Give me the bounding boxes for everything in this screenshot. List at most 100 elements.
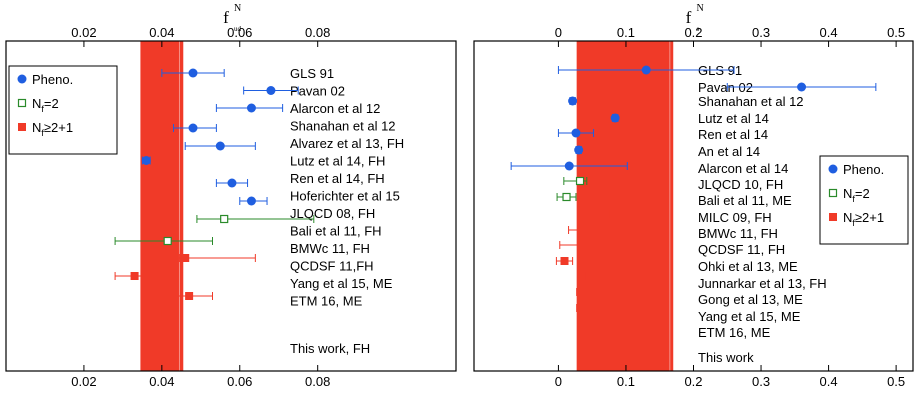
- entry-label: Bali et al 11, ME: [698, 193, 792, 208]
- plot-frame: [473, 40, 914, 372]
- tick-label-bottom: 0.04: [149, 374, 174, 389]
- entry-label: MILC 09, FH: [698, 210, 772, 225]
- legend-label-base: Pheno.: [32, 72, 73, 87]
- tick-label-bottom: 0.06: [227, 374, 252, 389]
- entry-label: GLS 91: [290, 66, 334, 81]
- data-point-pheno: [246, 196, 256, 206]
- data-point-pheno: [141, 156, 151, 165]
- legend-label-tail: =2: [855, 186, 870, 201]
- entry-label: QCDSF 11,FH: [290, 259, 374, 274]
- entry-label: Ren et al 14, FH: [290, 171, 385, 186]
- entry-label: Shanahan et al 12: [290, 119, 396, 134]
- legend-label: Nf≥2+1: [32, 120, 73, 138]
- entry-label: This work: [698, 350, 754, 365]
- legend-label-base: Pheno.: [843, 162, 884, 177]
- tick-label-bottom: 0.5: [887, 374, 905, 389]
- data-point-pheno: [215, 141, 225, 151]
- data-point-nf21: [576, 304, 585, 312]
- data-point-nf21: [130, 272, 139, 280]
- legend-box: [8, 65, 118, 155]
- data-point-nf21: [181, 254, 190, 262]
- data-point-pheno: [266, 86, 276, 95]
- data-point-pheno: [571, 128, 581, 138]
- data-point-nf2: [562, 192, 571, 202]
- tick-label-top: 0.06: [227, 25, 252, 40]
- tick-label-bottom: 0.2: [684, 374, 702, 389]
- data-point-pheno: [568, 96, 578, 106]
- data-point-nf21: [586, 241, 595, 249]
- entry-label: An et al 14: [698, 144, 760, 159]
- legend-marker-nf2: [828, 188, 838, 198]
- data-point-nf2: [163, 236, 172, 246]
- data-point-pheno: [564, 161, 574, 171]
- data-point-nf21: [611, 226, 620, 234]
- data-point-nf21: [161, 310, 170, 318]
- legend-label: Pheno.: [843, 162, 884, 177]
- entry-label: Shanahan et al 12: [698, 94, 804, 109]
- tick-label-top: 0.1: [617, 25, 635, 40]
- entry-label: QCDSF 11, FH: [698, 242, 785, 257]
- data-point-pheno: [188, 68, 198, 78]
- entry-label: Lutz et al 14: [698, 111, 769, 126]
- legend-label-base: N: [32, 120, 41, 135]
- panel-fud: 0.020.020.040.040.060.060.080.08f NudGLS …: [5, 3, 457, 389]
- entry-label: Alvarez et al 13, FH: [290, 136, 404, 151]
- legend-label-sub: f: [852, 218, 855, 228]
- legend-label: Nf≥2+1: [843, 210, 884, 228]
- x-axis-title: f: [223, 8, 229, 27]
- data-point-pheno: [227, 178, 237, 188]
- tick-label-top: 0: [555, 25, 562, 40]
- plot-frame: [5, 40, 457, 372]
- x-axis-title: f: [686, 8, 692, 27]
- data-point-nf2: [220, 214, 229, 224]
- data-point-nf21: [185, 292, 194, 300]
- legend-label-base: N: [843, 186, 852, 201]
- tick-label-bottom: 0.02: [71, 374, 96, 389]
- data-point-pheno: [797, 82, 807, 92]
- legend-label-tail: ≥2+1: [44, 120, 73, 135]
- entry-label: JLQCD 10, FH: [698, 177, 783, 192]
- legend-marker-pheno: [17, 74, 27, 84]
- legend-label-sub: f: [852, 194, 855, 204]
- data-point-pheno: [641, 65, 651, 75]
- legend-label-base: N: [32, 96, 41, 111]
- tick-label-bottom: 0.1: [617, 374, 635, 389]
- tick-label-top: 0.4: [820, 25, 838, 40]
- entry-label: Ohki et al 13, ME: [698, 259, 798, 274]
- data-point-nf21: [601, 210, 610, 218]
- entry-label: Ren et al 14: [698, 127, 768, 142]
- legend-label-base: N: [843, 210, 852, 225]
- this-work-band: [576, 41, 674, 371]
- entry-label: Pavan 02: [698, 80, 753, 95]
- entry-label: Alarcon et al 14: [698, 161, 788, 176]
- data-point-nf21: [560, 257, 569, 265]
- tick-label-bottom: 0: [555, 374, 562, 389]
- tick-label-top: 0.2: [684, 25, 702, 40]
- entry-label: Lutz et al 14, FH: [290, 154, 385, 169]
- entry-label: Yang et al 15, ME: [698, 309, 801, 324]
- data-point-nf2: [575, 176, 585, 186]
- legend-marker-pheno: [828, 164, 838, 174]
- x-axis-title-sup: N: [697, 3, 704, 14]
- data-point-nf21: [576, 288, 585, 296]
- legend-label-tail: =2: [44, 96, 59, 111]
- tick-label-bottom: 0.4: [820, 374, 838, 389]
- entry-label: Bali et al 11, FH: [290, 224, 382, 239]
- tick-label-top: 0.08: [305, 25, 330, 40]
- tick-label-top: 0.5: [887, 25, 905, 40]
- entry-label: BMWc 11, FH: [290, 241, 370, 256]
- legend-label: Pheno.: [32, 72, 73, 87]
- tick-label-top: 0.02: [71, 25, 96, 40]
- entry-label: Gong et al 13, ME: [698, 292, 803, 307]
- entry-label: ETM 16, ME: [698, 325, 771, 340]
- tick-label-bottom: 0.08: [305, 374, 330, 389]
- legend-label: Nf=2: [843, 186, 870, 204]
- legend-label-sub: f: [41, 128, 44, 138]
- legend-label-tail: ≥2+1: [855, 210, 884, 225]
- x-axis-title-sub: ud: [234, 25, 242, 33]
- legend-marker-nf2: [17, 98, 27, 108]
- data-point-pheno: [188, 123, 198, 133]
- data-point-pheno: [574, 145, 584, 155]
